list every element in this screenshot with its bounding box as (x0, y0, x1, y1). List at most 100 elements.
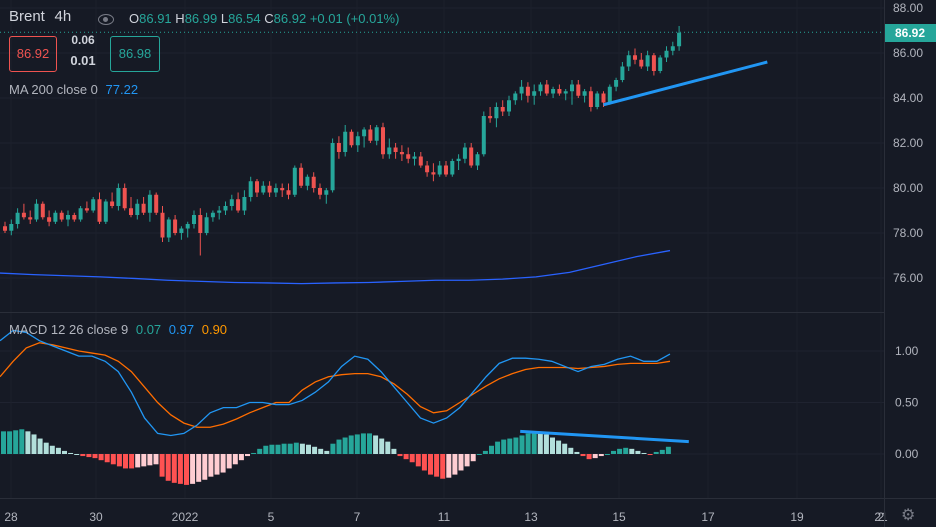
candle-body (78, 208, 83, 220)
histogram-bar (592, 454, 598, 459)
time-tick-label: 15 (612, 510, 626, 524)
candle-body (349, 131, 354, 146)
candle-body (248, 181, 253, 197)
candle-body (185, 224, 190, 229)
histogram-bar (665, 446, 671, 454)
histogram-bar (379, 438, 385, 454)
histogram-bar (43, 442, 49, 454)
candle-body (324, 190, 329, 195)
histogram-bar (116, 454, 122, 467)
candle-body (72, 215, 77, 220)
histogram-bar (513, 437, 519, 454)
candle-body (292, 167, 297, 195)
time-tick-label: 30 (89, 510, 103, 524)
ma-legend[interactable]: MA 200 close 0 77.22 (9, 82, 138, 97)
price-axis[interactable]: 88.00 86.00 84.00 82.00 80.00 78.00 76.00 1.00 0… (893, 1, 923, 461)
candle-body (59, 212, 64, 220)
histogram-bar (489, 445, 494, 454)
chart-legend[interactable]: Brent 4h (9, 8, 71, 25)
price-trendline-segment (603, 60, 768, 107)
histogram-bar (257, 448, 263, 454)
candle-body (330, 143, 335, 191)
symbol-name[interactable]: Brent (9, 8, 45, 25)
sell-price-button[interactable]: 86.92 (9, 36, 57, 72)
histogram-bar (458, 454, 464, 471)
macd-tick-label: 0.00 (895, 447, 919, 461)
candle-body (229, 199, 234, 206)
interval-label[interactable]: 4h (54, 8, 72, 25)
candle-body (242, 197, 247, 211)
histogram-bar (74, 454, 80, 455)
candle-body (217, 210, 222, 213)
histogram-bar (342, 437, 348, 454)
histogram-bar (470, 454, 476, 462)
candle-body (633, 55, 637, 60)
histogram-bar (403, 454, 409, 460)
histogram-bar (196, 454, 202, 482)
histogram-bar (604, 454, 610, 455)
histogram-bar (171, 454, 177, 483)
time-tick-label: 19 (790, 510, 804, 524)
signal-line-value: 0.90 (201, 322, 228, 337)
macd-trendline[interactable] (520, 429, 689, 444)
candle-body (431, 172, 436, 175)
histogram-bar (452, 454, 458, 475)
gear-icon[interactable]: ⚙ (901, 507, 916, 524)
histogram-bar (306, 444, 311, 454)
price-trendline[interactable] (603, 60, 768, 107)
histogram-bar (68, 452, 74, 454)
time-tick-label: 17 (701, 510, 715, 524)
histogram-bar (147, 454, 153, 466)
histogram-bar (568, 447, 574, 454)
open-label: O (129, 11, 140, 26)
candle-body (368, 129, 373, 141)
time-tick-label: 7 (354, 510, 361, 524)
histogram-bar (611, 450, 616, 454)
histogram-bar (19, 429, 25, 454)
candle-body (3, 226, 7, 231)
histogram-bar (129, 454, 135, 469)
candle-body (15, 212, 20, 224)
macd-trendline-segment (520, 429, 689, 444)
candle-body (299, 167, 304, 186)
candle-body (601, 93, 606, 103)
candle-body (519, 86, 524, 94)
histogram-bar (190, 454, 196, 484)
candle-body (570, 84, 574, 92)
histogram-bar (208, 454, 214, 477)
macd-tick-label: 1.00 (895, 344, 919, 358)
candle-body (582, 91, 587, 96)
high-value: 86.99 (184, 11, 218, 26)
histogram-bar (104, 454, 110, 463)
candle-body (28, 217, 33, 220)
low-value: 86.54 (228, 11, 261, 26)
eye-icon[interactable] (98, 14, 114, 25)
macd-hist-value: 0.07 (135, 322, 162, 337)
candle-body (110, 201, 115, 206)
histogram-bar (360, 433, 366, 454)
histogram-bar (13, 430, 19, 454)
macd-legend-name: MACD 12 26 close 9 (9, 322, 129, 337)
buy-price-button[interactable]: 86.98 (110, 36, 160, 72)
candle-body (141, 203, 146, 213)
histogram-bar (598, 454, 604, 457)
candle-body (488, 116, 493, 119)
histogram-bar (299, 443, 305, 454)
candle-body (456, 158, 461, 161)
candle-body (255, 181, 259, 193)
histogram-bar (635, 450, 641, 454)
candle-body (53, 212, 58, 222)
macd-legend[interactable]: MACD 12 26 close 9 0.07 0.97 0.90 (9, 322, 227, 337)
signal-line (0, 342, 671, 428)
histogram-bar (348, 435, 354, 454)
time-tick-label: 2022 (172, 510, 199, 524)
candle-body (588, 91, 593, 107)
candle-body (21, 212, 26, 218)
candle-body (513, 93, 518, 101)
histogram-bar (580, 454, 586, 457)
candle-body (576, 84, 581, 96)
histogram-bar (7, 431, 13, 454)
candle-body (305, 176, 310, 186)
time-axis[interactable]: 28 30 2022 5 7 11 13 15 17 19 212 (4, 510, 888, 524)
